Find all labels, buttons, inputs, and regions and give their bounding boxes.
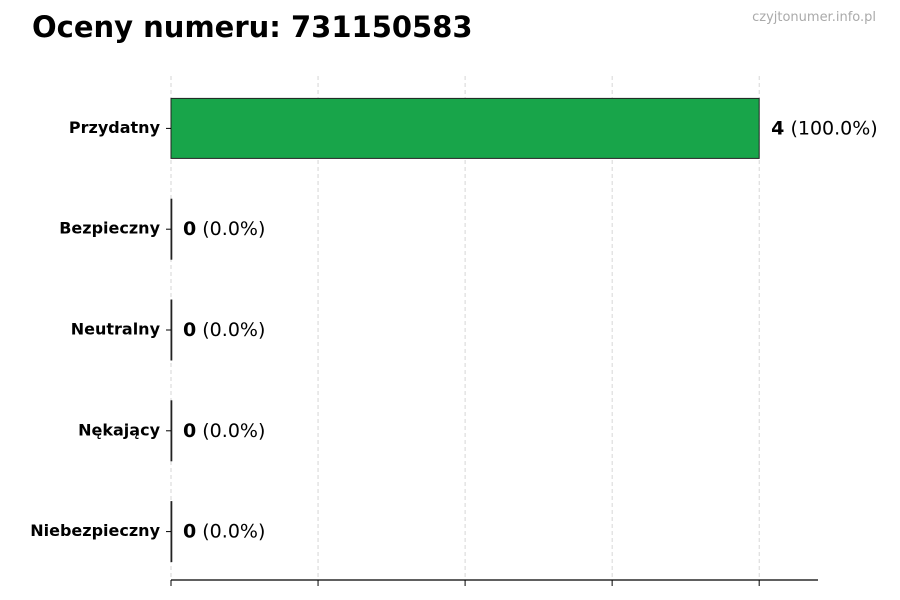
y-tick-label: Niebezpieczny [30, 521, 160, 540]
data-label: 4 (100.0%) [771, 117, 878, 139]
bar-bezpieczny [170, 198, 173, 260]
data-label-value: 4 [771, 117, 784, 139]
data-label: 0 (0.0%) [183, 520, 265, 542]
data-label-percent: (0.0%) [196, 419, 265, 441]
data-label: 0 (0.0%) [183, 319, 265, 341]
y-tick-label: Przydatny [69, 118, 161, 137]
bar-nękający [170, 400, 173, 462]
y-tick-label: Neutralny [71, 320, 161, 339]
data-label-value: 0 [183, 319, 196, 341]
data-label-percent: (0.0%) [196, 218, 265, 240]
bar-niebezpieczny [170, 501, 173, 563]
data-label-value: 0 [183, 419, 196, 441]
data-label-value: 0 [183, 520, 196, 542]
data-label: 0 (0.0%) [183, 419, 265, 441]
watermark: czyjtonumer.info.pl [752, 10, 876, 25]
bar-neutralny [170, 299, 173, 361]
data-label-percent: (100.0%) [784, 117, 877, 139]
data-label-percent: (0.0%) [196, 319, 265, 341]
bar-przydatny [170, 97, 760, 159]
data-label: 0 (0.0%) [183, 218, 265, 240]
y-tick-label: Bezpieczny [59, 219, 160, 238]
data-label-percent: (0.0%) [196, 520, 265, 542]
y-tick-label: Nękający [78, 420, 160, 439]
chart-title: Oceny numeru: 731150583 [32, 10, 473, 44]
data-label-value: 0 [183, 218, 196, 240]
